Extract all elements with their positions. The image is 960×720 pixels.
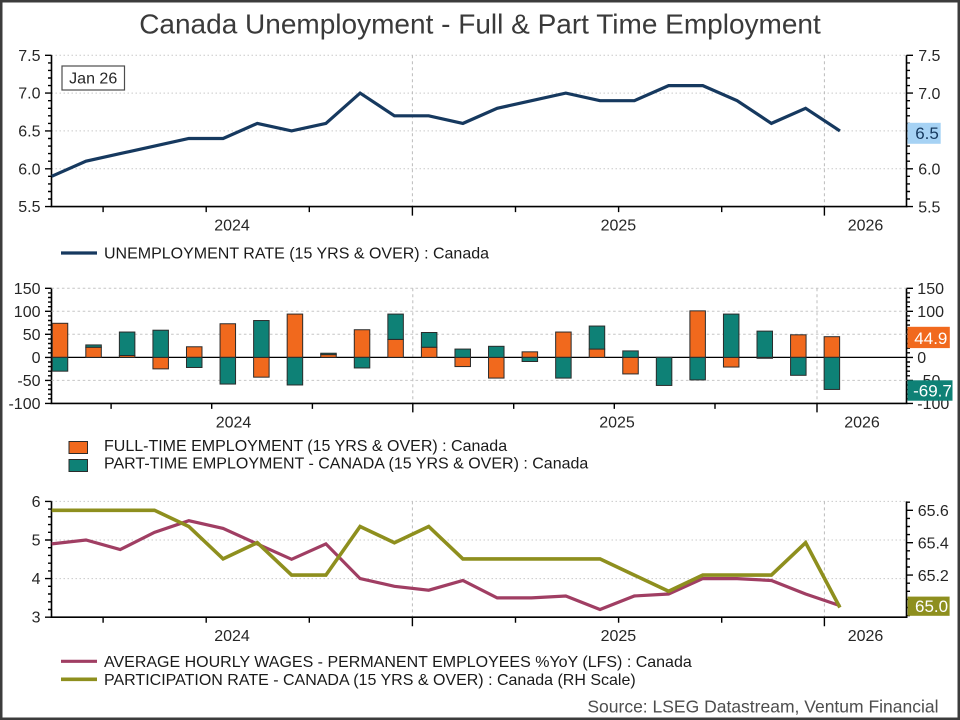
svg-text:0: 0 — [917, 350, 926, 367]
svg-text:150: 150 — [917, 281, 944, 298]
svg-text:-50: -50 — [17, 373, 40, 390]
svg-text:6.5: 6.5 — [915, 124, 939, 143]
svg-text:7.5: 7.5 — [918, 48, 940, 65]
svg-text:100: 100 — [14, 304, 41, 321]
svg-text:4: 4 — [32, 571, 41, 588]
svg-text:PART-TIME EMPLOYMENT - CANADA: PART-TIME EMPLOYMENT - CANADA (15 YRS & … — [104, 456, 588, 473]
svg-text:65.4: 65.4 — [918, 536, 949, 553]
svg-text:2026: 2026 — [848, 218, 884, 235]
svg-text:6.5: 6.5 — [18, 123, 40, 140]
svg-text:-100: -100 — [8, 396, 40, 413]
svg-text:50: 50 — [23, 327, 41, 344]
svg-text:7.0: 7.0 — [918, 86, 940, 103]
svg-text:65.0: 65.0 — [915, 597, 948, 616]
svg-text:2026: 2026 — [844, 415, 880, 432]
svg-text:6.0: 6.0 — [918, 162, 940, 179]
svg-text:2025: 2025 — [601, 218, 637, 235]
svg-text:2024: 2024 — [214, 628, 250, 645]
svg-text:7.0: 7.0 — [18, 86, 40, 103]
svg-text:2024: 2024 — [214, 218, 250, 235]
svg-text:2026: 2026 — [848, 628, 884, 645]
svg-text:5: 5 — [32, 533, 41, 550]
svg-text:0: 0 — [32, 350, 41, 367]
svg-text:Source: LSEG Datastream, Ventu: Source: LSEG Datastream, Ventum Financia… — [587, 697, 938, 717]
svg-text:7.5: 7.5 — [18, 48, 40, 65]
svg-text:FULL-TIME EMPLOYMENT (15 YRS &: FULL-TIME EMPLOYMENT (15 YRS & OVER) : C… — [104, 438, 507, 455]
svg-text:6.0: 6.0 — [18, 161, 40, 178]
svg-text:2024: 2024 — [216, 415, 252, 432]
svg-text:44.9: 44.9 — [914, 329, 947, 348]
svg-text:5.5: 5.5 — [918, 199, 940, 216]
svg-text:2025: 2025 — [601, 628, 637, 645]
svg-text:100: 100 — [917, 304, 944, 321]
svg-text:UNEMPLOYMENT RATE (15 YRS & OV: UNEMPLOYMENT RATE (15 YRS & OVER) : Cana… — [104, 246, 489, 263]
svg-text:AVERAGE HOURLY WAGES - PERMANE: AVERAGE HOURLY WAGES - PERMANENT EMPLOYE… — [104, 654, 692, 671]
svg-text:65.6: 65.6 — [918, 503, 949, 520]
svg-text:5.5: 5.5 — [18, 199, 40, 216]
svg-text:6: 6 — [32, 494, 41, 511]
svg-text:Jan 26: Jan 26 — [69, 71, 117, 88]
svg-text:2025: 2025 — [599, 415, 635, 432]
svg-text:150: 150 — [14, 281, 41, 298]
svg-text:PARTICIPATION RATE - CANADA (1: PARTICIPATION RATE - CANADA (15 YRS & OV… — [104, 672, 636, 689]
svg-text:Canada Unemployment - Full & P: Canada Unemployment - Full & Part Time E… — [139, 9, 821, 40]
svg-text:65.2: 65.2 — [918, 568, 949, 585]
svg-text:3: 3 — [32, 610, 41, 627]
svg-text:-69.7: -69.7 — [913, 382, 952, 401]
